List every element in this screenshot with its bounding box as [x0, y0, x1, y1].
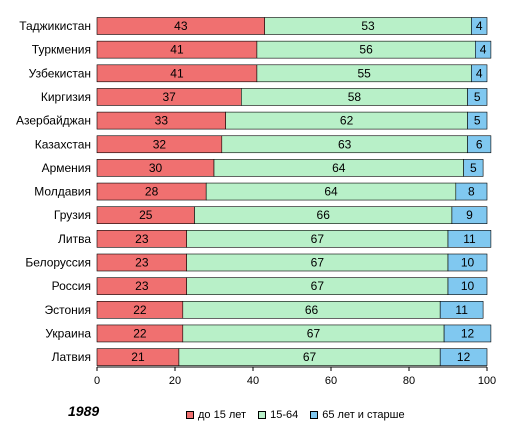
category-label: Грузия [54, 208, 91, 222]
data-label: 23 [135, 279, 149, 293]
x-axis: 0 20 40 60 80 100 [94, 366, 496, 387]
data-label: 6 [476, 137, 483, 151]
category-label: Узбекистан [29, 66, 91, 80]
x-tick-label: 0 [94, 375, 100, 387]
bar-65-plus [467, 88, 488, 106]
bar-65-plus [471, 64, 488, 83]
category-label: Молдавия [34, 185, 91, 199]
category-label: Эстония [45, 303, 92, 317]
legend-swatch-15-64 [258, 411, 267, 419]
category-label: Белоруссия [25, 256, 91, 270]
category-label: Россия [52, 279, 91, 293]
bar-65-plus [447, 253, 488, 272]
data-label: 5 [474, 114, 481, 128]
data-label: 66 [305, 303, 319, 317]
x-tick-label: 80 [403, 375, 415, 387]
data-label: 33 [155, 114, 169, 128]
category-label: Азербайджан [16, 114, 91, 128]
category-label: Таджикистан [19, 19, 91, 33]
data-label: 53 [361, 19, 375, 33]
data-label: 41 [170, 43, 184, 57]
data-label: 9 [466, 208, 473, 222]
data-label: 23 [135, 256, 149, 270]
legend-label-65-plus: 65 лет и старше [322, 409, 405, 421]
bar-65-plus [463, 159, 484, 177]
data-label: 64 [332, 161, 346, 175]
data-label: 28 [145, 185, 159, 199]
bar-65-plus [467, 111, 488, 130]
bar-65-plus [447, 230, 492, 248]
data-label: 10 [461, 279, 475, 293]
data-label: 10 [461, 256, 475, 270]
category-label: Украина [45, 326, 91, 340]
category-label: Киргизия [41, 90, 91, 104]
data-label: 30 [149, 161, 163, 175]
bar-65-plus [439, 348, 488, 366]
data-label: 22 [133, 326, 147, 340]
bar-65-plus [447, 277, 488, 295]
data-label: 23 [135, 232, 149, 246]
data-label: 66 [317, 208, 331, 222]
bars: 43 53 4 41 56 4 41 55 4 37 58 5 33 62 5 32 63 6 30 64 5 28 64 8… [96, 17, 492, 366]
data-label: 56 [359, 43, 373, 57]
data-label: 25 [139, 208, 153, 222]
data-label: 67 [307, 326, 321, 340]
data-label: 12 [457, 350, 471, 364]
data-label: 67 [311, 256, 325, 270]
data-label: 4 [480, 43, 487, 57]
data-label: 67 [311, 279, 325, 293]
data-label: 4 [476, 66, 483, 80]
data-label: 5 [474, 90, 481, 104]
data-label: 5 [470, 161, 477, 175]
x-tick-label: 40 [247, 375, 259, 387]
x-tick-label: 60 [325, 375, 337, 387]
legend-item: 15-64 [258, 409, 298, 421]
category-label: Армения [42, 161, 91, 175]
legend-swatch-under-15 [186, 411, 194, 419]
bar-65-plus [439, 300, 484, 319]
data-label: 58 [348, 90, 362, 104]
data-label: 62 [340, 114, 354, 128]
bar-65-plus [443, 324, 492, 343]
year-annotation: 1989 [68, 403, 100, 419]
legend: до 15 лет 15-64 65 лет и старше [186, 409, 405, 421]
bar-65-plus [471, 17, 488, 35]
category-label: Литва [58, 232, 91, 246]
data-label: 12 [461, 326, 475, 340]
data-label: 63 [338, 137, 352, 151]
data-label: 67 [311, 232, 325, 246]
category-label: Латвия [52, 350, 91, 364]
data-label: 64 [324, 185, 338, 199]
legend-label-under-15: до 15 лет [198, 409, 247, 421]
x-tick-label: 100 [478, 375, 496, 387]
data-label: 43 [174, 19, 188, 33]
data-label: 41 [170, 66, 184, 80]
data-label: 22 [133, 303, 147, 317]
legend-swatch-65-plus [310, 411, 319, 419]
legend-label-15-64: 15-64 [270, 409, 299, 421]
bar-65-plus [451, 206, 488, 224]
category-label: Казахстан [35, 137, 91, 151]
data-label: 32 [153, 137, 167, 151]
data-label: 11 [455, 303, 468, 317]
data-label: 4 [476, 19, 483, 33]
bar-65-plus [455, 182, 488, 201]
legend-item: до 15 лет [186, 409, 246, 421]
x-tick-label: 20 [169, 375, 181, 387]
bar-65-plus [474, 40, 492, 59]
data-label: 21 [131, 350, 145, 364]
bar-65-plus [467, 135, 492, 154]
category-labels: Таджикистан Туркмения Узбекистан Киргизия Аз… [16, 19, 91, 364]
data-label: 67 [303, 350, 317, 364]
data-label: 55 [357, 66, 371, 80]
category-label: Туркмения [32, 43, 91, 57]
data-label: 8 [468, 185, 475, 199]
legend-item: 65 лет и старше [310, 409, 405, 421]
data-label: 11 [463, 232, 476, 246]
data-label: 37 [162, 90, 176, 104]
